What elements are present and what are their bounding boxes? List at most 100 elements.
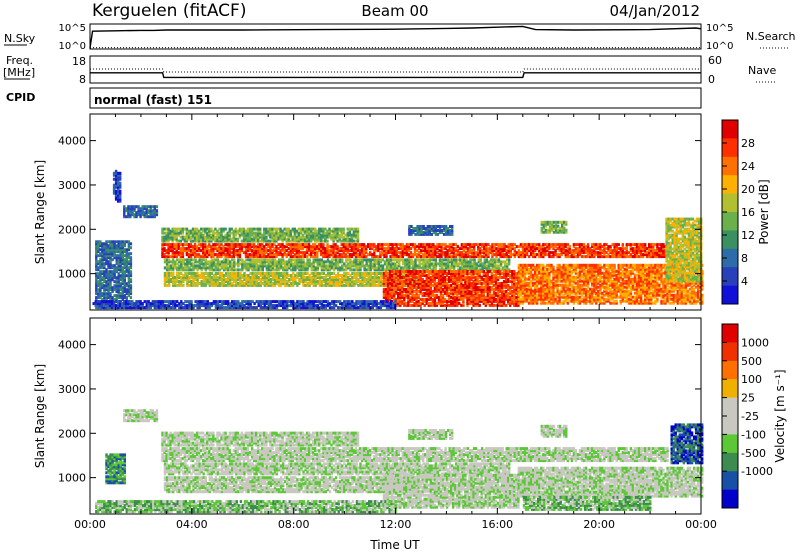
heatmap-cell <box>340 249 343 253</box>
heatmap-cell <box>648 243 651 247</box>
heatmap-cell <box>175 245 178 249</box>
heatmap-cell <box>572 245 576 249</box>
heatmap-cell <box>222 262 226 266</box>
heatmap-cell <box>212 245 215 249</box>
heatmap-cell <box>273 258 277 262</box>
heatmap-cell <box>328 255 331 259</box>
heatmap-cell <box>619 251 622 255</box>
heatmap-cell <box>308 274 311 277</box>
heatmap-cell <box>236 255 239 259</box>
heatmap-cell <box>123 270 126 274</box>
heatmap-cell <box>314 243 317 247</box>
heatmap-cell <box>641 245 645 249</box>
heatmap-cell <box>97 262 100 266</box>
heatmap-cell <box>568 251 571 255</box>
heatmap-cell <box>479 251 482 255</box>
heatmap-cell <box>107 244 110 248</box>
heatmap-cell <box>125 268 128 272</box>
heatmap-cell <box>187 255 191 259</box>
heatmap-cell <box>127 284 131 288</box>
heatmap-cell <box>233 264 236 268</box>
heatmap-cell <box>560 247 563 251</box>
heatmap-cell <box>652 251 655 255</box>
heatmap-cell <box>186 260 189 264</box>
heatmap-cell <box>511 253 514 257</box>
heatmap-cell <box>357 266 360 270</box>
heatmap-cell <box>224 243 227 247</box>
heatmap-cell <box>281 233 284 237</box>
heatmap-cell <box>267 268 271 272</box>
heatmap-cell <box>332 249 335 253</box>
heatmap-cell <box>198 266 201 270</box>
heatmap-cell <box>318 229 321 233</box>
heatmap-cell <box>346 249 349 253</box>
heatmap-cell <box>332 268 336 272</box>
heatmap-cell <box>560 243 563 247</box>
heatmap-cell <box>218 272 222 275</box>
heatmap-cell <box>212 264 216 268</box>
heatmap-cell <box>109 264 112 268</box>
heatmap-cell <box>173 233 176 237</box>
heatmap-cell <box>355 258 358 262</box>
heatmap-cell <box>611 255 614 259</box>
heatmap-cell <box>224 278 228 281</box>
heatmap-cell <box>187 229 191 233</box>
heatmap-cell <box>310 266 313 270</box>
heatmap-cell <box>261 258 264 262</box>
heatmap-cell <box>214 235 217 239</box>
heatmap-cell <box>263 262 266 266</box>
heatmap-cell <box>400 268 403 272</box>
heatmap-cell <box>123 282 126 286</box>
heatmap-cell <box>491 258 495 262</box>
heatmap-cell <box>218 227 221 231</box>
heatmap-cell <box>216 258 220 262</box>
heatmap-cell <box>113 254 116 258</box>
heatmap-cell <box>595 245 598 249</box>
heatmap-cell <box>403 247 406 251</box>
heatmap-cell <box>121 278 124 282</box>
heatmap-cell <box>381 249 384 253</box>
heatmap-cell <box>509 247 512 251</box>
heatmap-cell <box>477 243 480 247</box>
heatmap-cell <box>385 268 389 272</box>
heatmap-cell <box>322 253 325 257</box>
heatmap-cell <box>320 247 323 251</box>
heatmap-cell <box>438 260 442 264</box>
heatmap-cell <box>105 298 108 302</box>
heatmap-cell <box>318 262 321 266</box>
heatmap-cell <box>113 294 116 298</box>
heatmap-cell <box>328 227 331 231</box>
heatmap-cell <box>230 227 233 231</box>
heatmap-cell <box>346 255 349 259</box>
heatmap-cell <box>344 243 347 247</box>
heatmap-cell <box>241 258 244 262</box>
heatmap-cell <box>109 276 112 280</box>
heatmap-cell <box>135 215 138 219</box>
heatmap-cell <box>247 266 250 270</box>
heatmap-cell <box>609 251 612 255</box>
heatmap-cell <box>338 247 341 251</box>
heatmap-cell <box>456 245 459 249</box>
heatmap-cell <box>202 262 205 266</box>
heatmap-cell <box>411 253 415 257</box>
heatmap-cell <box>119 242 122 246</box>
heatmap-cell <box>127 240 131 244</box>
heatmap-cell <box>288 260 291 264</box>
heatmap-cell <box>103 286 106 290</box>
heatmap-cell <box>629 247 633 251</box>
heatmap-cell <box>99 270 102 274</box>
heatmap-cell <box>603 249 606 253</box>
heatmap-cell <box>566 247 569 251</box>
heatmap-cell <box>562 245 565 249</box>
heatmap-cell <box>355 262 358 266</box>
heatmap-cell <box>236 253 239 257</box>
heatmap-cell <box>173 237 176 241</box>
heatmap-cell <box>340 243 343 247</box>
heatmap-cell <box>125 254 128 258</box>
heatmap-cell <box>318 233 321 237</box>
heatmap-cell <box>487 247 490 251</box>
heatmap-cell <box>426 268 429 272</box>
heatmap-cell <box>101 242 104 246</box>
heatmap-cell <box>147 209 150 213</box>
heatmap-cell <box>127 276 131 280</box>
